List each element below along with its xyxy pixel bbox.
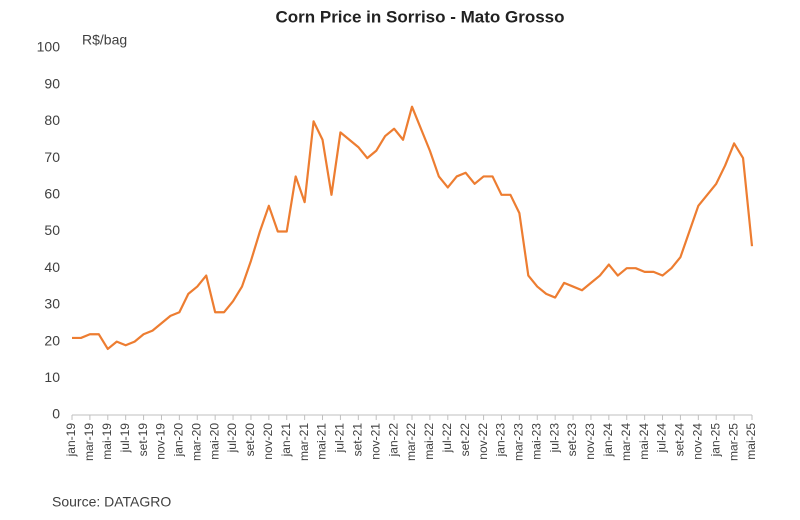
- x-tick-label: mai-23: [529, 423, 543, 460]
- x-tick-label: jul-23: [547, 423, 561, 454]
- x-tick-label: jan-23: [494, 423, 508, 458]
- y-tick-label: 90: [44, 75, 60, 91]
- x-tick-label: mar-23: [512, 423, 526, 461]
- x-tick-label: nov-23: [583, 423, 597, 460]
- x-tick-label: jan-20: [172, 423, 186, 458]
- x-tick-label: jul-24: [655, 423, 669, 454]
- x-tick-label: set-21: [350, 423, 364, 457]
- x-tick-label: jan-22: [386, 423, 400, 458]
- x-tick-label: set-23: [565, 423, 579, 457]
- y-tick-label: 50: [44, 222, 60, 238]
- x-tick-label: nov-19: [154, 423, 168, 460]
- x-tick-label: nov-24: [690, 423, 704, 460]
- x-tick-label: mai-22: [422, 423, 436, 460]
- x-tick-label: jan-19: [64, 423, 78, 458]
- x-tick-label: mai-20: [207, 423, 221, 460]
- y-tick-label: 100: [37, 39, 61, 55]
- x-tick-label: mai-21: [315, 423, 329, 460]
- x-tick-label: set-22: [458, 423, 472, 457]
- x-tick-label: jul-22: [440, 423, 454, 454]
- x-tick-label: mai-24: [637, 423, 651, 460]
- x-tick-label: nov-20: [261, 423, 275, 460]
- x-tick-label: jan-21: [279, 423, 293, 458]
- x-tick-label: mar-24: [619, 423, 633, 461]
- y-tick-label: 40: [44, 259, 60, 275]
- y-tick-label: 20: [44, 332, 60, 348]
- x-tick-label: set-24: [673, 423, 687, 457]
- source-note: Source: DATAGRO: [52, 494, 171, 510]
- x-tick-label: mar-19: [82, 423, 96, 461]
- x-tick-label: mar-25: [726, 423, 740, 461]
- y-axis-label: R$/bag: [82, 32, 127, 48]
- x-tick-label: mai-19: [100, 423, 114, 460]
- x-tick-label: nov-22: [476, 423, 490, 460]
- x-tick-label: set-19: [136, 423, 150, 457]
- x-tick-label: jan-24: [601, 423, 615, 458]
- x-tick-label: jul-21: [333, 423, 347, 454]
- x-tick-label: set-20: [243, 423, 257, 457]
- x-tick-label: mai-25: [744, 423, 758, 460]
- x-tick-label: mar-20: [189, 423, 203, 461]
- x-tick-label: nov-21: [368, 423, 382, 460]
- y-tick-label: 60: [44, 186, 60, 202]
- x-tick-label: jan-25: [708, 423, 722, 458]
- chart-title: Corn Price in Sorriso - Mato Grosso: [275, 7, 564, 26]
- x-tick-label: jul-20: [225, 423, 239, 454]
- y-tick-label: 80: [44, 112, 60, 128]
- y-tick-label: 30: [44, 296, 60, 312]
- y-tick-label: 0: [52, 406, 60, 422]
- price-line: [72, 105, 754, 351]
- y-tick-label: 10: [44, 369, 60, 385]
- x-tick-label: mar-22: [404, 423, 418, 461]
- x-tick-label: jul-19: [118, 423, 132, 454]
- y-tick-label: 70: [44, 149, 60, 165]
- x-tick-label: mar-21: [297, 423, 311, 461]
